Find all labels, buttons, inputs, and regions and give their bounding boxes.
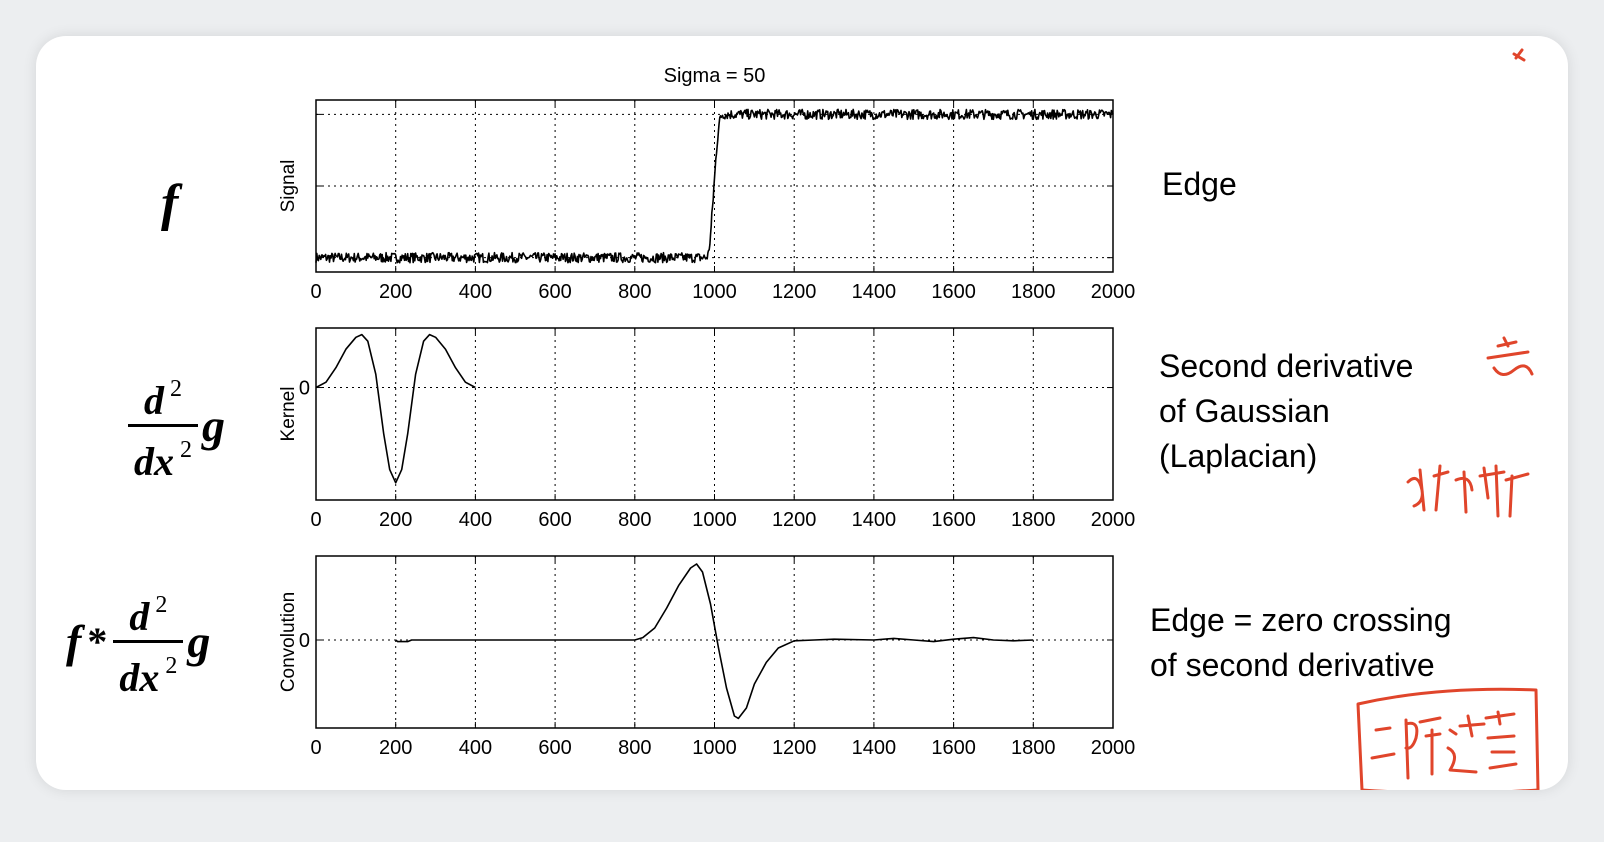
y-axis-label: Kernel	[278, 387, 299, 442]
x-tick-label: 600	[538, 509, 571, 531]
x-tick-label: 1800	[1011, 509, 1056, 531]
scribble-mark	[1370, 710, 1518, 780]
formula-f: f	[161, 174, 178, 233]
chart-3: 0 200 400 600 800 1000 1200 1400 1600 1800 20000Co…	[278, 555, 1136, 759]
description-line: of second derivative	[1150, 647, 1435, 683]
plot-frame	[315, 327, 1114, 501]
x-tick-label: 200	[379, 737, 412, 759]
x-tick-label: 1000	[692, 281, 737, 303]
formula-g: g	[202, 400, 225, 451]
x-tick-label: 800	[618, 281, 651, 303]
x-tick-label: 0	[310, 509, 321, 531]
scribble-mark	[1512, 48, 1526, 62]
description-zero-crossing: Edge = zero crossing of second derivativ…	[1150, 598, 1452, 688]
x-tick-label: 600	[538, 737, 571, 759]
scribble-box	[1356, 687, 1540, 790]
x-tick-label: 400	[459, 737, 492, 759]
fraction-denominator: dx 2	[128, 424, 198, 485]
description-line: of Gaussian	[1159, 393, 1330, 429]
x-tick-label: 0	[310, 737, 321, 759]
charts-svg: 0 200 400 600 800 1000 1200 1400 1600 1800 2000Sig…	[278, 65, 1136, 759]
x-tick-label: 1200	[772, 509, 817, 531]
x-tick-label: 2000	[1091, 509, 1136, 531]
x-tick-label: 200	[379, 281, 412, 303]
description-line: Edge = zero crossing	[1150, 602, 1452, 638]
convolution-operator: *	[87, 619, 108, 664]
formula-g: g	[187, 616, 211, 667]
x-tick-label: 1800	[1011, 281, 1056, 303]
x-tick-label: 1000	[692, 737, 737, 759]
x-tick-label: 200	[379, 509, 412, 531]
x-tick-label: 600	[538, 281, 571, 303]
description-line: Edge	[1162, 166, 1237, 202]
y-axis-label: Signal	[278, 160, 299, 213]
x-tick-label: 1600	[931, 281, 976, 303]
plot-frame	[315, 99, 1114, 273]
chart-title: Sigma = 50	[664, 65, 766, 87]
handwritten-annotations	[1356, 48, 1540, 790]
description-line: Second derivative	[1159, 348, 1414, 384]
series-line	[395, 563, 1034, 720]
x-tick-label: 1400	[852, 281, 897, 303]
series-line	[315, 333, 476, 484]
formula-f-symbol: f	[161, 175, 179, 232]
formula-f-symbol: f	[66, 616, 82, 667]
y-axis-label: Convolution	[278, 592, 299, 692]
description-line: (Laplacian)	[1159, 438, 1318, 474]
x-tick-label: 800	[618, 509, 651, 531]
plot-frame	[315, 555, 1114, 729]
x-tick-label: 800	[618, 737, 651, 759]
x-tick-label: 0	[310, 281, 321, 303]
scribble-mark	[1486, 336, 1534, 376]
description-edge: Edge	[1162, 162, 1237, 207]
x-tick-label: 1400	[852, 737, 897, 759]
x-tick-label: 400	[459, 509, 492, 531]
x-tick-label: 2000	[1091, 737, 1136, 759]
scribble-mark	[1406, 464, 1530, 518]
x-tick-label: 1200	[772, 281, 817, 303]
x-tick-label: 1800	[1011, 737, 1056, 759]
chart-2: 0 200 400 600 800 1000 1200 1400 1600 1800 20000Ke…	[278, 327, 1136, 531]
x-tick-label: 2000	[1091, 281, 1136, 303]
fraction-denominator: dx 2	[113, 640, 184, 701]
x-tick-label: 1200	[772, 737, 817, 759]
x-tick-label: 400	[459, 281, 492, 303]
x-tick-label: 1600	[931, 509, 976, 531]
description-laplacian: Second derivative of Gaussian (Laplacian…	[1159, 344, 1413, 479]
x-tick-label: 1400	[852, 509, 897, 531]
series-line	[315, 108, 1114, 264]
x-tick-label: 1000	[692, 509, 737, 531]
y-tick-label: 0	[299, 630, 310, 652]
x-tick-label: 1600	[931, 737, 976, 759]
y-tick-label: 0	[299, 378, 310, 400]
chart-1: 0 200 400 600 800 1000 1200 1400 1600 1800 2000 Sig…	[278, 65, 1135, 303]
